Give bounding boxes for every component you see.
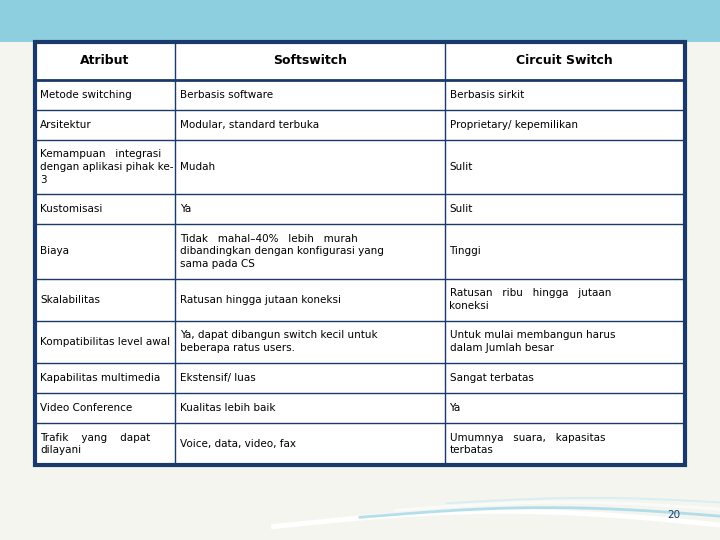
Text: Kompatibilitas level awal: Kompatibilitas level awal [40,336,170,347]
Text: Ratusan   ribu   hingga   jutaan
koneksi: Ratusan ribu hingga jutaan koneksi [449,288,611,311]
Text: Untuk mulai membangun harus
dalam Jumlah besar: Untuk mulai membangun harus dalam Jumlah… [449,330,615,353]
Text: Atribut: Atribut [80,55,130,68]
Bar [35,42,685,465]
Text: Ya, dapat dibangun switch kecil untuk
beberapa ratus users.: Ya, dapat dibangun switch kecil untuk be… [180,330,377,353]
Text: Ya: Ya [180,204,191,214]
Text: 20: 20 [667,510,680,520]
Text: Berbasis software: Berbasis software [180,90,273,100]
Text: Modular, standard terbuka: Modular, standard terbuka [180,120,319,130]
Text: Trafik    yang    dapat
dilayani: Trafik yang dapat dilayani [40,433,150,455]
Text: Ya: Ya [449,403,461,413]
Text: Circuit Switch: Circuit Switch [516,55,613,68]
Text: Tinggi: Tinggi [449,246,481,256]
Text: Metode switching: Metode switching [40,90,132,100]
Text: Umumnya   suara,   kapasitas
terbatas: Umumnya suara, kapasitas terbatas [449,433,605,455]
Text: Sulit: Sulit [449,204,473,214]
Text: Skalabilitas: Skalabilitas [40,295,100,305]
Text: Biaya: Biaya [40,246,69,256]
Text: Kemampuan   integrasi
dengan aplikasi pihak ke-
3: Kemampuan integrasi dengan aplikasi piha… [40,150,174,185]
Text: Kualitas lebih baik: Kualitas lebih baik [180,403,275,413]
Bar [35,42,685,465]
Text: Kustomisasi: Kustomisasi [40,204,102,214]
Text: Sangat terbatas: Sangat terbatas [449,373,534,383]
Text: Berbasis sirkit: Berbasis sirkit [449,90,523,100]
Text: Softswitch: Softswitch [273,55,346,68]
Text: Tidak   mahal–40%   lebih   murah
dibandingkan dengan konfigurasi yang
sama pada: Tidak mahal–40% lebih murah dibandingkan… [180,234,384,269]
Text: Sulit: Sulit [449,162,473,172]
Text: Kapabilitas multimedia: Kapabilitas multimedia [40,373,161,383]
Text: Voice, data, video, fax: Voice, data, video, fax [180,439,296,449]
Bar [0,0,720,42]
Text: Ekstensif/ luas: Ekstensif/ luas [180,373,256,383]
Text: Mudah: Mudah [180,162,215,172]
Text: Ratusan hingga jutaan koneksi: Ratusan hingga jutaan koneksi [180,295,341,305]
Text: Video Conference: Video Conference [40,403,132,413]
Text: Proprietary/ kepemilikan: Proprietary/ kepemilikan [449,120,577,130]
Text: Arsitektur: Arsitektur [40,120,91,130]
